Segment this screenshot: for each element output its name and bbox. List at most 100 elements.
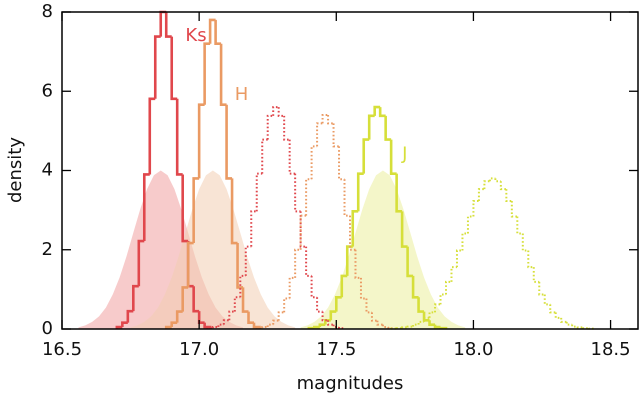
density-area	[130, 170, 296, 329]
histogram-step	[318, 323, 326, 328]
dotted-histogram-step	[255, 172, 263, 212]
histogram-step	[192, 286, 200, 313]
histogram-step	[433, 324, 441, 329]
dotted-histogram-step	[332, 123, 340, 148]
histogram-step	[389, 139, 397, 175]
histogram-step	[153, 35, 161, 99]
histogram-step	[126, 309, 134, 323]
histogram-step	[170, 36, 178, 101]
dotted-histogram-step	[332, 324, 340, 329]
dotted-histogram-step	[483, 180, 490, 190]
dotted-histogram-step	[266, 114, 274, 140]
dotted-histogram-step	[434, 303, 441, 313]
dotted-histogram-step	[288, 139, 296, 175]
histogram-step	[417, 297, 425, 313]
y-tick-label: 6	[42, 80, 53, 101]
x-tick-label: 16.5	[42, 339, 82, 360]
dotted-histogram-step	[217, 323, 224, 328]
y-tick-label: 0	[42, 318, 53, 339]
dotted-histogram-step	[211, 326, 219, 329]
dotted-histogram-step	[582, 327, 589, 330]
dotted-histogram-step	[250, 210, 257, 247]
y-axis-label: density	[5, 137, 26, 203]
series-label: J	[401, 144, 407, 165]
histogram-step	[164, 12, 172, 38]
dotted-histogram-step	[461, 232, 468, 251]
dotted-histogram-step	[521, 233, 529, 252]
histogram-step	[340, 274, 348, 298]
dotted-histogram-step	[310, 145, 318, 180]
dotted-histogram-step	[305, 246, 312, 277]
dotted-histogram-step	[327, 320, 334, 326]
histogram-step	[395, 173, 403, 213]
x-tick-label: 17.0	[179, 339, 219, 360]
dotted-histogram-step	[261, 326, 268, 329]
dotted-histogram-step	[376, 320, 383, 326]
histogram-step	[203, 322, 212, 329]
dotted-histogram-step	[565, 321, 573, 326]
histogram-step	[192, 177, 200, 244]
dotted-histogram-step	[560, 317, 567, 323]
dotted-histogram-step	[494, 178, 501, 183]
histogram-step	[351, 210, 359, 247]
dotted-histogram-step	[412, 323, 419, 327]
histogram-step	[428, 320, 436, 326]
dotted-histogram-step	[321, 311, 329, 322]
dotted-histogram-step	[310, 275, 318, 299]
histogram-step	[236, 243, 244, 289]
histogram-step	[170, 321, 178, 328]
y-tick-label: 4	[42, 160, 53, 181]
dotted-histogram-step	[417, 320, 425, 325]
histogram-step	[230, 178, 238, 245]
dotted-histogram-step	[338, 327, 346, 330]
dotted-histogram-step	[359, 277, 367, 300]
histogram-step	[181, 286, 189, 312]
histogram-step	[203, 42, 211, 105]
histogram-step	[367, 114, 375, 140]
dotted-histogram-step	[305, 178, 312, 216]
dotted-histogram-step	[272, 319, 279, 325]
x-tick-label: 17.5	[316, 339, 356, 360]
dotted-histogram-step	[354, 249, 361, 279]
histogram-step	[186, 241, 194, 288]
dotted-histogram-step	[466, 215, 474, 234]
dotted-histogram-step	[439, 293, 446, 305]
dotted-histogram-step	[576, 326, 584, 329]
histogram-step	[406, 246, 414, 278]
histogram-step	[384, 115, 392, 141]
dotted-histogram-step	[499, 181, 507, 191]
dotted-histogram-step	[477, 188, 485, 202]
dotted-histogram-step	[406, 325, 414, 328]
series-label: H	[235, 84, 249, 105]
dotted-histogram-step	[272, 106, 279, 116]
dotted-histogram-step	[343, 179, 350, 217]
histogram-step	[378, 107, 386, 118]
y-tick-label: 2	[42, 239, 53, 260]
histogram-step	[247, 311, 254, 324]
histogram-step	[132, 284, 139, 312]
histogram-step	[219, 43, 227, 107]
histogram-step	[225, 104, 233, 180]
histogram-step	[148, 97, 156, 175]
dotted-histogram-step	[510, 201, 518, 218]
dotted-histogram-step	[516, 216, 523, 235]
dotted-histogram-step	[283, 297, 290, 313]
dotted-histogram-step	[321, 114, 329, 124]
histogram-step	[334, 296, 342, 312]
dotted-histogram-step	[288, 276, 296, 299]
dotted-histogram-step	[277, 107, 285, 117]
dotted-histogram-step	[228, 310, 235, 321]
dotted-histogram-step	[283, 115, 290, 141]
dotted-histogram-step	[316, 297, 323, 313]
dotted-histogram-step	[299, 214, 307, 250]
dotted-histogram-step	[294, 173, 301, 213]
dotted-histogram-step	[554, 312, 562, 319]
histogram-step	[181, 174, 189, 243]
dotted-histogram-step	[450, 266, 457, 282]
histogram-step	[400, 211, 408, 248]
histogram-step	[411, 275, 419, 299]
x-axis-label: magnitudes	[297, 373, 404, 394]
x-tick-label: 18.0	[453, 339, 493, 360]
dotted-histogram-step	[233, 296, 241, 312]
dotted-histogram-step	[338, 146, 345, 181]
